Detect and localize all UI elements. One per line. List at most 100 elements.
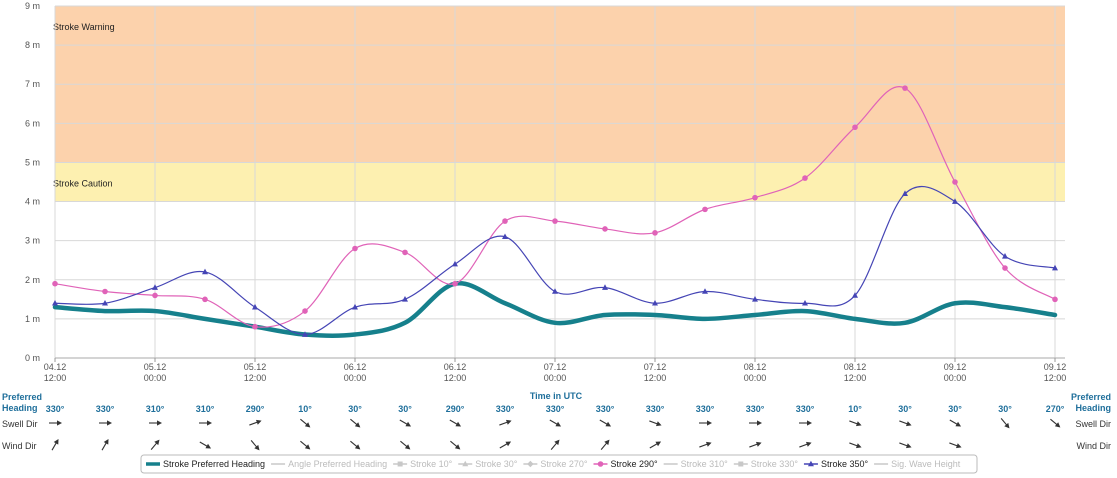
swell-arrow-icon-head [855, 421, 862, 427]
legend-item[interactable]: Angle Preferred Heading [271, 459, 387, 469]
swell-arrow-icon-head [354, 422, 361, 428]
wind-arrow-icon-head [855, 443, 862, 449]
legend-label: Stroke 30° [475, 459, 518, 469]
grid-lines [54, 5, 1065, 359]
wind-arrow-icon-head [554, 439, 560, 446]
data-point [402, 296, 408, 302]
wind-dir-row [51, 438, 962, 451]
wind-arrow-icon-head [53, 438, 59, 445]
y-tick-label: 9 m [25, 1, 40, 11]
wind-arrow-icon [649, 441, 662, 449]
data-point [802, 175, 808, 181]
swell-arrow-icon [399, 419, 412, 427]
data-point [152, 284, 158, 290]
wind-arrow-icon [450, 440, 461, 450]
legend-label: Stroke 270° [540, 459, 588, 469]
wind-arrow-icon [600, 439, 610, 450]
wind-arrow-icon [749, 441, 762, 448]
data-point [52, 280, 58, 287]
swell-arrow-icon-head [555, 421, 562, 427]
wind-arrow-icon [199, 441, 212, 449]
swell-arrow-icon [699, 420, 712, 426]
wind-arrow-icon [300, 440, 311, 450]
legend-item[interactable]: Stroke 350° [803, 459, 869, 469]
heading-value: 330° [496, 404, 515, 414]
data-point [602, 284, 608, 290]
data-point [552, 288, 558, 294]
wind-arrow-icon-head [905, 443, 912, 449]
data-point [902, 190, 908, 197]
x-tick-time: 12:00 [244, 373, 267, 383]
x-tick-time: 00:00 [144, 373, 167, 383]
heading-value: 270° [1046, 404, 1065, 414]
preferred-heading-label-left-2: Heading [2, 403, 38, 413]
heading-value: 330° [796, 404, 815, 414]
swell-arrow-icon-head [707, 420, 712, 426]
data-point [702, 206, 708, 213]
swell-arrow-icon [599, 419, 612, 427]
wind-arrow-icon [350, 440, 361, 450]
band-label-0: Stroke Caution [53, 178, 113, 188]
wind-arrow-icon [499, 441, 512, 449]
data-point [702, 288, 708, 294]
wind-arrow-icon-head [705, 441, 712, 447]
legend-item[interactable]: Stroke 270° [523, 459, 588, 469]
legend-marker [527, 460, 534, 468]
data-point [1002, 253, 1008, 259]
series-line [52, 281, 1058, 339]
legend-item[interactable]: Stroke 330° [733, 459, 799, 469]
data-point [452, 260, 458, 267]
legend-marker [597, 461, 604, 467]
heading-value: 310° [196, 404, 215, 414]
swell-arrow-icon-head [1004, 422, 1010, 429]
data-point [752, 296, 758, 302]
swell-arrow-icon-head [757, 420, 762, 426]
legend-marker [397, 461, 403, 467]
legend-label: Stroke 310° [681, 459, 729, 469]
swell-arrow-icon [1000, 418, 1010, 429]
x-tick-date: 05.12 [244, 362, 267, 372]
wind-arrow-icon-head [354, 444, 361, 450]
data-point [252, 323, 258, 330]
y-tick-label: 3 m [25, 236, 40, 246]
heading-value: 10° [848, 404, 862, 414]
wind-arrow-icon [949, 442, 962, 449]
legend-label: Stroke 290° [611, 459, 659, 469]
legend-label: Stroke 10° [410, 459, 453, 469]
y-tick-label: 1 m [25, 314, 40, 324]
data-point [552, 218, 558, 224]
wind-arrow-icon-head [404, 444, 411, 450]
preferred-heading-label-right-2: Heading [1075, 403, 1111, 413]
wind-arrow-icon-head [655, 441, 662, 447]
wind-arrow-icon-head [454, 444, 461, 450]
wind-arrow-icon-head [604, 439, 610, 446]
legend-item[interactable]: Stroke 310° [663, 459, 729, 469]
heading-value: 330° [596, 404, 615, 414]
legend-item[interactable]: Stroke 30° [458, 459, 518, 469]
heading-value: 330° [696, 404, 715, 414]
legend-item[interactable]: Sig. Wave Height [874, 459, 961, 469]
legend-item[interactable]: Stroke 290° [593, 459, 659, 469]
legend-item[interactable]: Stroke 10° [393, 459, 453, 469]
x-tick-time: 12:00 [1044, 373, 1067, 383]
swell-arrow-icon [350, 418, 361, 428]
swell-arrow-icon-head [505, 419, 512, 425]
swell-arrow-icon-head [405, 421, 412, 427]
swell-arrow-icon-head [905, 421, 912, 427]
y-tick-label: 0 m [25, 353, 40, 363]
legend-label: Sig. Wave Height [891, 459, 961, 469]
data-point [102, 299, 108, 306]
legend-marker [738, 461, 744, 467]
heading-value: 310° [146, 404, 165, 414]
swell-arrow-icon-head [304, 422, 311, 428]
x-tick-date: 08.12 [844, 362, 867, 372]
data-point [1052, 296, 1058, 303]
wind-arrow-icon [899, 442, 912, 449]
legend-label: Angle Preferred Heading [288, 459, 387, 469]
legend-item[interactable]: Stroke Preferred Heading [146, 459, 265, 469]
x-tick-date: 09.12 [944, 362, 967, 372]
data-point [802, 299, 808, 306]
wind-arrow-icon-head [955, 443, 962, 449]
swell-arrow-icon [649, 420, 662, 427]
y-tick-label: 8 m [25, 40, 40, 50]
